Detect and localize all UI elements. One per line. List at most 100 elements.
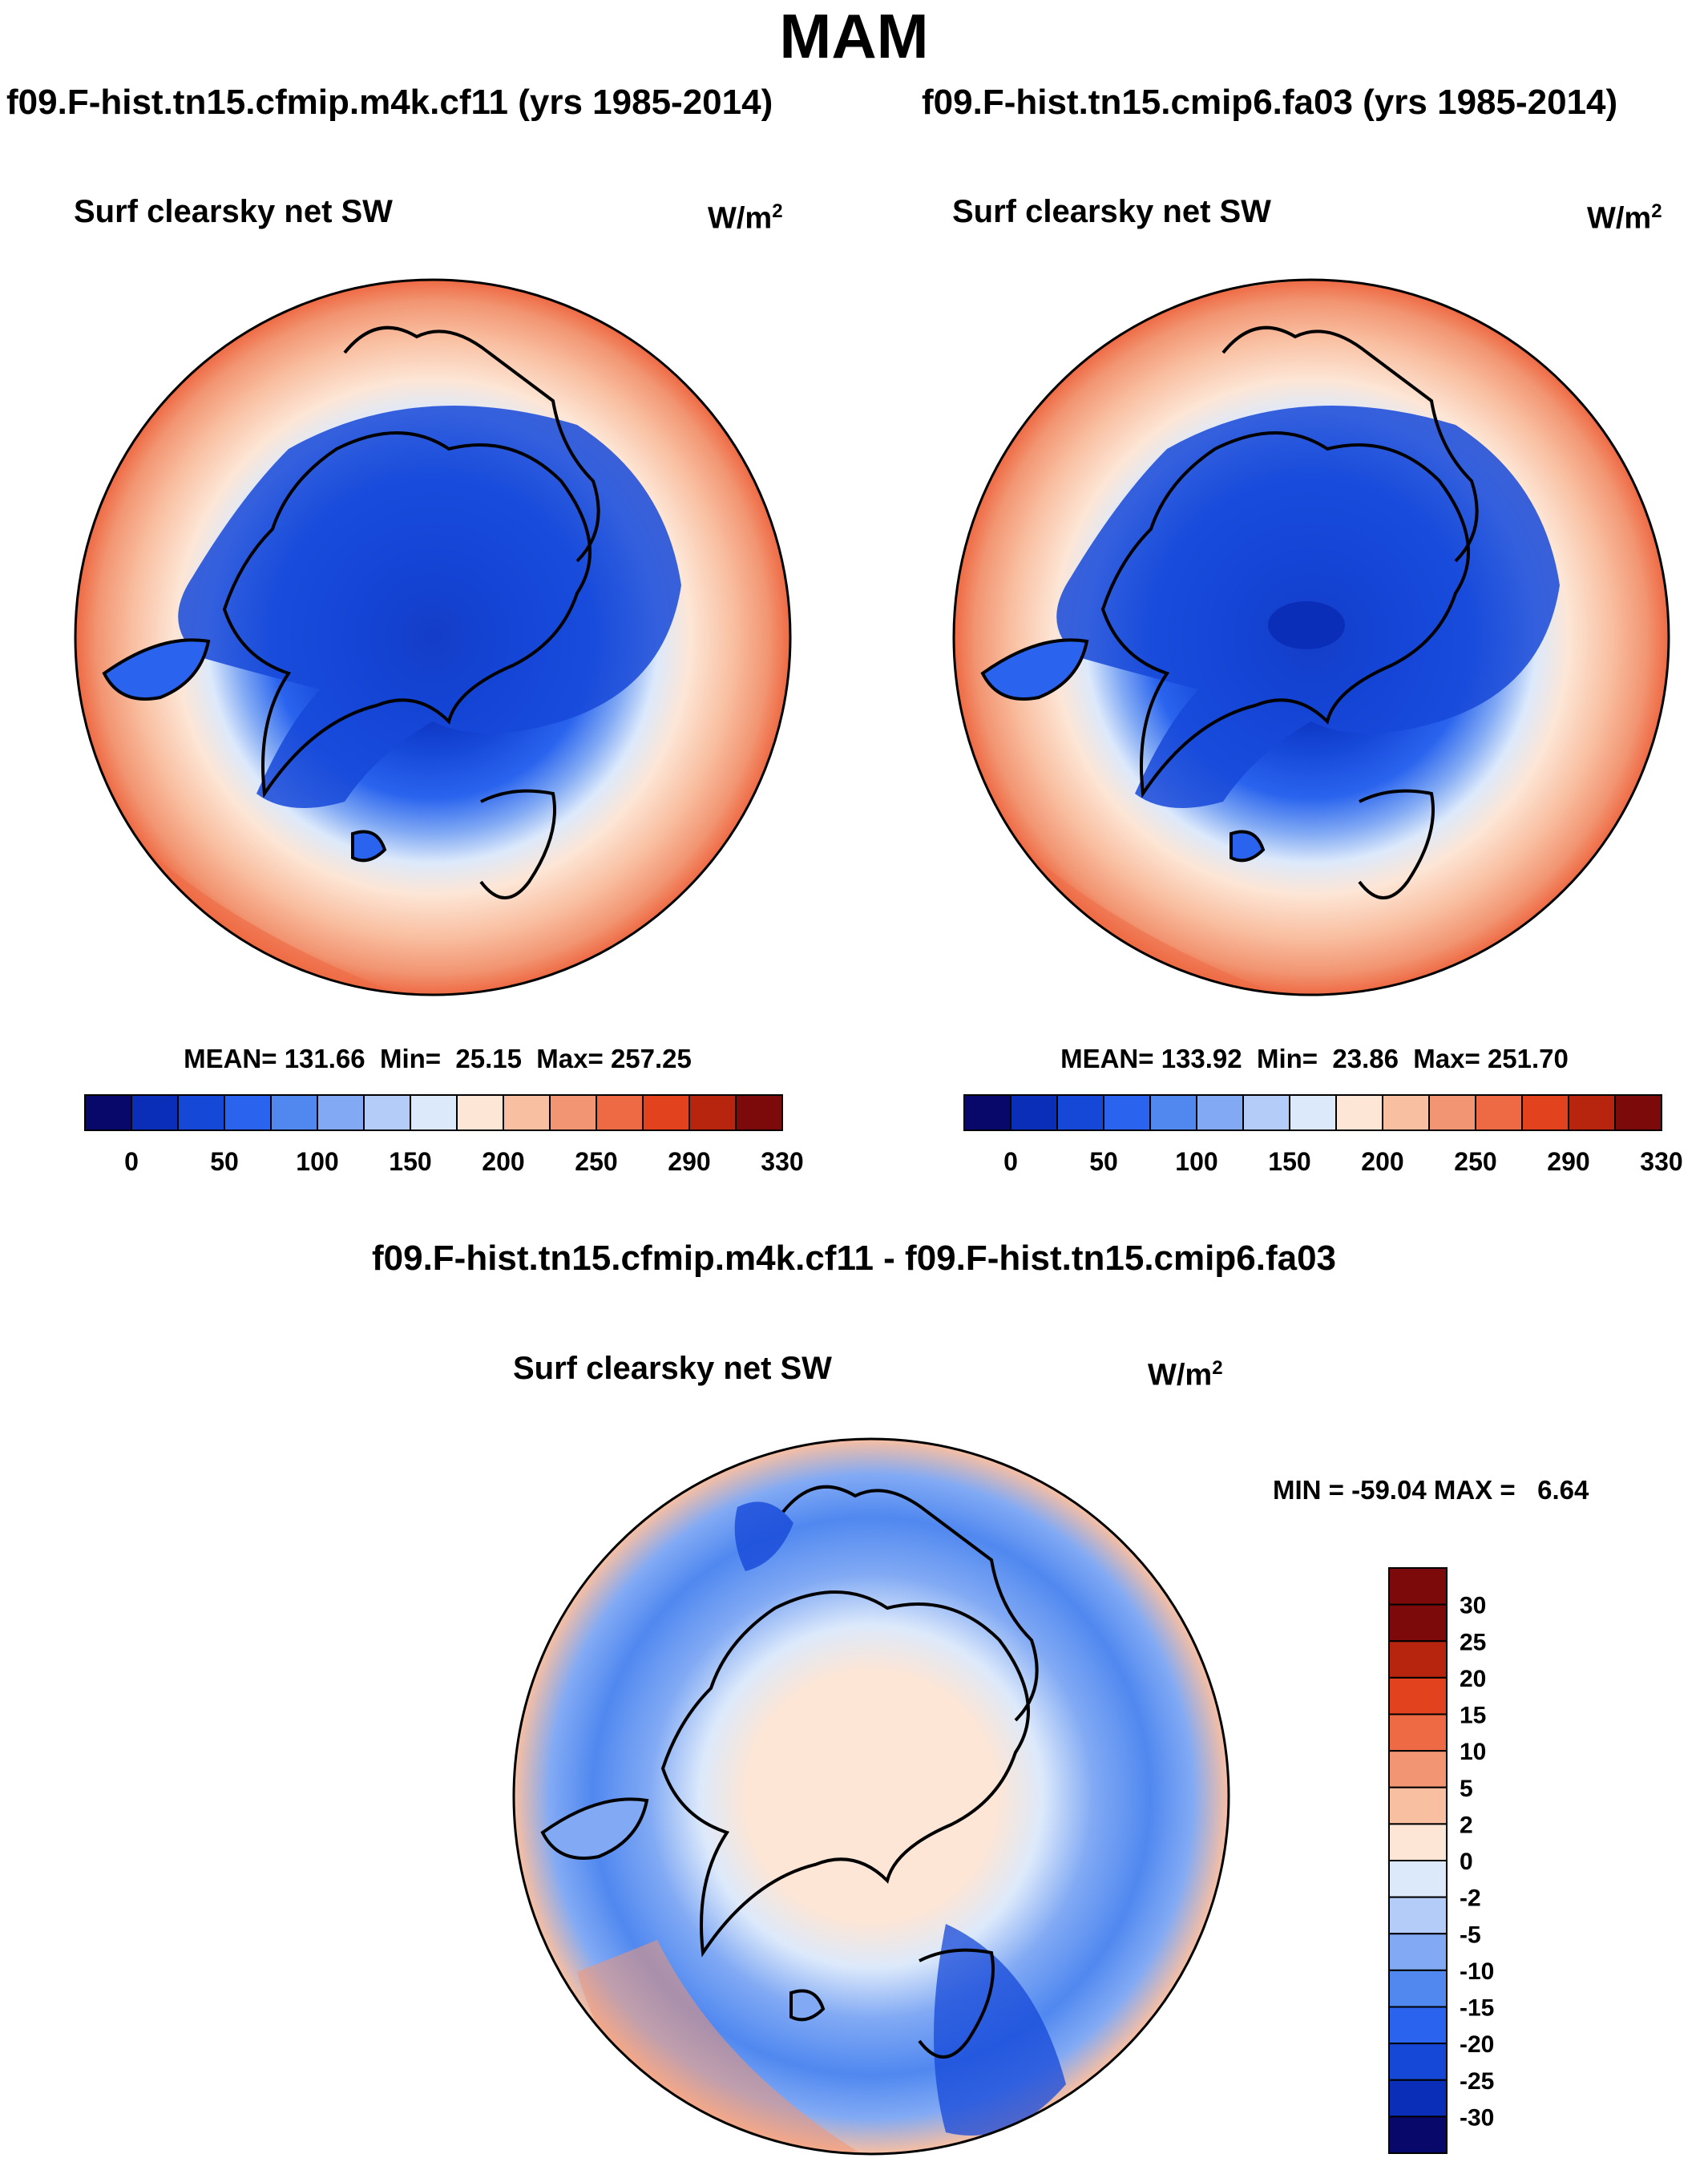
- map3-alaska-neg: [734, 1501, 793, 1571]
- colorbar-box: [177, 1094, 225, 1131]
- colorbar-box: [317, 1094, 365, 1131]
- map2-iceland: [1230, 830, 1266, 863]
- map3-hudson: [540, 1797, 649, 1860]
- colorbar-box: [1388, 1823, 1448, 1861]
- colorbar-tick-label: 2: [1460, 1812, 1473, 1838]
- colorbar-tick-label: 20: [1460, 1666, 1486, 1692]
- colorbar-tick-label: 30: [1460, 1593, 1486, 1619]
- colorbar-tick-label: 15: [1460, 1703, 1486, 1729]
- colorbar-tick-label: 100: [296, 1147, 338, 1176]
- map2-scandinavia-coast: [1358, 789, 1435, 899]
- map1-scandinavia-coast: [479, 789, 556, 899]
- colorbar-box: [1388, 2043, 1448, 2081]
- map2-siberia-coast: [1221, 325, 1479, 563]
- colorbar-box: [270, 1094, 318, 1131]
- colorbar-box: [1388, 2006, 1448, 2045]
- colorbar-box: [688, 1094, 737, 1131]
- colorbar-box: [1335, 1094, 1383, 1131]
- panel2-plot-title: Surf clearsky net SW: [952, 194, 1271, 229]
- colorbar-box: [1614, 1094, 1662, 1131]
- panel1-plot-title: Surf clearsky net SW: [74, 194, 393, 229]
- map1-hudson: [102, 638, 211, 701]
- map3-siberia-coast: [781, 1485, 1039, 1722]
- colorbar-box: [410, 1094, 458, 1131]
- map3-border: [512, 1437, 1230, 2156]
- colorbar-tick-label: 0: [124, 1147, 139, 1176]
- colorbar-box: [1056, 1094, 1104, 1131]
- colorbar-tick-label: 0: [1460, 1849, 1473, 1875]
- colorbar-box: [963, 1094, 1011, 1131]
- map3-scandinavia-neg: [934, 1924, 1066, 2136]
- colorbar-box: [1010, 1094, 1058, 1131]
- colorbar-box: [1388, 1640, 1448, 1679]
- map2-hudson: [980, 638, 1089, 701]
- colorbar-box: [1388, 2079, 1448, 2118]
- panel1-stats: MEAN= 131.66 Min= 25.15 Max= 257.25: [184, 1044, 692, 1073]
- colorbar-tick-label: 150: [389, 1147, 431, 1176]
- map1-iceland: [351, 830, 387, 863]
- map2-border: [952, 278, 1670, 996]
- colorbar-tick-label: -20: [1460, 2031, 1494, 2058]
- colorbar-tick-label: 100: [1175, 1147, 1217, 1176]
- panel1-case-title: f09.F-hist.tn15.cfmip.m4k.cf11 (yrs 1985…: [6, 83, 773, 122]
- colorbar-box: [1289, 1094, 1337, 1131]
- colorbar-box: [1568, 1094, 1616, 1131]
- colorbar-tick-label: 25: [1460, 1629, 1486, 1655]
- colorbar-tick-label: -30: [1460, 2104, 1494, 2131]
- colorbar-box: [1149, 1094, 1197, 1131]
- page-title: MAM: [779, 1, 929, 71]
- colorbar-box: [549, 1094, 597, 1131]
- diff-case-title: f09.F-hist.tn15.cfmip.m4k.cf11 - f09.F-h…: [371, 1239, 1337, 1278]
- colorbar-box: [1388, 1713, 1448, 1752]
- colorbar-box: [84, 1094, 132, 1131]
- map1-arctic-core: [178, 406, 681, 808]
- colorbar-tick-label: 200: [1361, 1147, 1403, 1176]
- colorbar-tick-label: -5: [1460, 1922, 1481, 1948]
- colorbar-box: [642, 1094, 690, 1131]
- colorbar-box: [456, 1094, 504, 1131]
- panel2-stats: MEAN= 133.92 Min= 23.86 Max= 251.70: [1060, 1044, 1569, 1073]
- map3-scandinavia-coast: [918, 1948, 995, 2059]
- colorbar-box: [1475, 1094, 1523, 1131]
- colorbar-box: [1388, 1860, 1448, 1898]
- colorbar-box: [1382, 1094, 1430, 1131]
- colorbar-box: [735, 1094, 783, 1131]
- map2-greenland-canada-coast: [1100, 431, 1470, 798]
- colorbar-box: [1388, 1896, 1448, 1935]
- colorbar-box: [1428, 1094, 1476, 1131]
- diff-units: W/m2: [1148, 1357, 1223, 1392]
- map1-border: [74, 278, 792, 996]
- diff-plot-title: Surf clearsky net SW: [513, 1351, 832, 1386]
- colorbar-tick-label: 200: [482, 1147, 524, 1176]
- colorbar-tick-label: 150: [1268, 1147, 1310, 1176]
- map3: [514, 1439, 1229, 2154]
- colorbar-box: [596, 1094, 644, 1131]
- map2-dark-center: [1268, 601, 1345, 649]
- colorbar-tick-label: -25: [1460, 2068, 1494, 2095]
- map1: [75, 280, 790, 995]
- colorbar-tick-label: 5: [1460, 1776, 1473, 1802]
- map2: [954, 280, 1669, 995]
- colorbar-box: [1388, 1603, 1448, 1643]
- diff-stats: MIN = -59.04 MAX = 6.64: [1273, 1475, 1589, 1505]
- map1-greenland-canada-coast: [222, 431, 592, 798]
- map3-greenland-canada-coast: [660, 1590, 1030, 1958]
- colorbar-tick-label: 0: [1003, 1147, 1018, 1176]
- colorbar-box: [1521, 1094, 1569, 1131]
- map3-field: [514, 1439, 1229, 2154]
- colorbar-box: [1388, 1676, 1448, 1715]
- colorbar-box: [1242, 1094, 1290, 1131]
- colorbar-box: [1388, 1969, 1448, 2008]
- colorbar-tick-label: 10: [1460, 1739, 1486, 1765]
- colorbar-tick-label: 250: [1454, 1147, 1496, 1176]
- colorbar-tick-label: 250: [575, 1147, 617, 1176]
- colorbar-box: [1103, 1094, 1151, 1131]
- colorbar-box: [131, 1094, 179, 1131]
- colorbar-box: [363, 1094, 411, 1131]
- colorbar-box: [1388, 2116, 1448, 2154]
- map1-siberia-coast: [343, 325, 600, 563]
- map3-iceland: [789, 1989, 826, 2022]
- colorbar-tick-label: -10: [1460, 1958, 1494, 1985]
